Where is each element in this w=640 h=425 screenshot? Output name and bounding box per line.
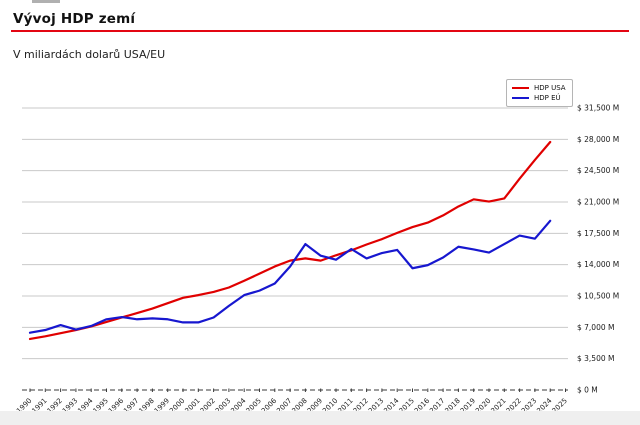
svg-text:$ 21,000 M: $ 21,000 M [577,198,619,207]
top-edge-artifact [32,0,60,3]
svg-text:$ 0 M: $ 0 M [577,386,598,395]
legend-label-eu: HDP EÚ [534,94,561,102]
svg-text:$ 28,000 M: $ 28,000 M [577,135,619,144]
title-divider [11,30,629,32]
chart-legend: HDP USA HDP EÚ [506,79,573,107]
legend-item-usa: HDP USA [512,83,566,93]
svg-text:$ 31,500 M: $ 31,500 M [577,104,619,113]
svg-text:$ 7,000 M: $ 7,000 M [577,323,614,332]
svg-text:$ 17,500 M: $ 17,500 M [577,229,619,238]
page-title: Vývoj HDP zemí [13,11,136,27]
legend-item-eu: HDP EÚ [512,93,566,103]
legend-swatch-eu [512,97,529,99]
chart-subtitle: V miliardách dolarů USA/EU [13,48,166,61]
legend-swatch-usa [512,87,529,89]
svg-text:$ 24,500 M: $ 24,500 M [577,166,619,175]
svg-text:$ 10,500 M: $ 10,500 M [577,292,619,301]
svg-text:$ 14,000 M: $ 14,000 M [577,260,619,269]
footer-strip [0,411,640,425]
svg-text:$ 3,500 M: $ 3,500 M [577,354,614,363]
legend-label-usa: HDP USA [534,84,566,92]
